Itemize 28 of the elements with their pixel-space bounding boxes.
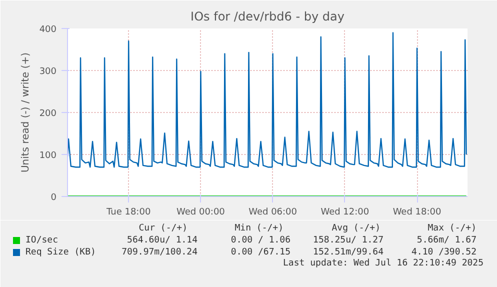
legend-label: Req Size (KB) <box>26 248 96 258</box>
text: 564.60u/ 1.14 <box>127 236 198 246</box>
y-axis-title: Units read (-) / write (+) <box>20 52 32 173</box>
text: Max (-/+) <box>428 224 477 234</box>
text: Min (-/+) <box>234 224 284 234</box>
y-tick-label: 400 <box>39 25 57 35</box>
text: 0.00 / 1.06 <box>230 236 291 246</box>
text: 158.25u/ 1.27 <box>313 236 384 246</box>
y-tick-label: 300 <box>39 67 57 77</box>
x-tick-label: Wed 12:00 <box>320 208 370 218</box>
text: Last update: Wed Jul 16 22:10:49 2025 <box>283 258 484 268</box>
y-tick-label: 0 <box>50 193 57 203</box>
y-tick-label: 200 <box>39 109 57 119</box>
text: Avg (-/+) <box>332 224 381 234</box>
x-tick-label: Wed 18:00 <box>392 208 442 218</box>
chart-title: IOs for /dev/rbd6 - by day <box>190 10 344 24</box>
y-tick-label: 100 <box>39 151 57 161</box>
text: 0.00 /67.15 <box>230 248 291 258</box>
legend-label: IO/sec <box>26 236 58 246</box>
text: 5.66m/ 1.67 <box>416 236 477 246</box>
x-tick-label: Tue 18:00 <box>106 208 151 218</box>
text: 4.10 /390.52 <box>411 248 477 258</box>
x-tick-label: Wed 00:00 <box>176 208 226 218</box>
x-tick-label: Wed 06:00 <box>248 208 298 218</box>
text: Cur (-/+) <box>138 224 188 234</box>
line-series <box>68 32 467 168</box>
text: 152.51m/99.64 <box>313 248 384 258</box>
text: 709.97m/100.24 <box>122 248 198 258</box>
